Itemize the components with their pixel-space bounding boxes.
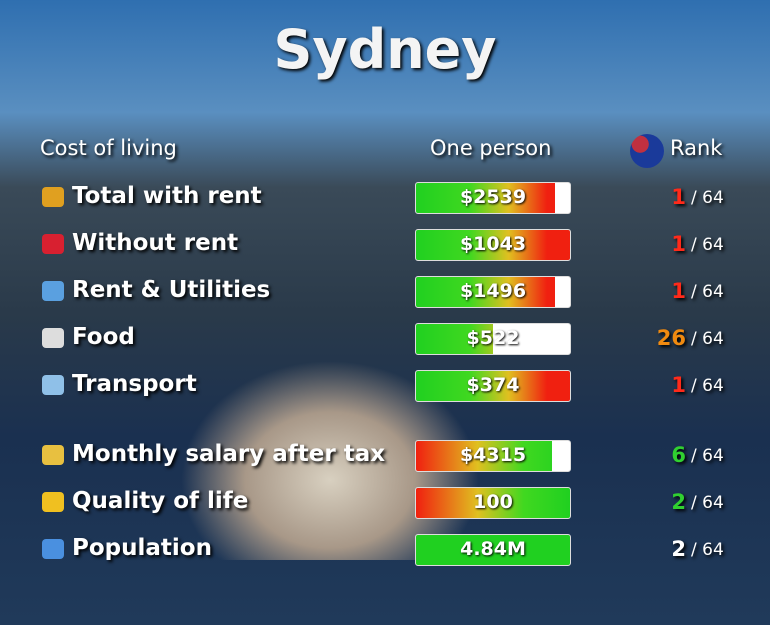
bar-fill bbox=[416, 371, 570, 401]
column-header: Cost of living bbox=[40, 136, 177, 160]
row-icon bbox=[42, 539, 64, 559]
rank-total: / 64 bbox=[691, 329, 724, 349]
rank: 1 bbox=[671, 185, 686, 209]
bar-track: $1496 bbox=[415, 276, 571, 308]
rank-total: / 64 bbox=[691, 540, 724, 560]
bar-fill bbox=[416, 324, 493, 354]
bar-fill bbox=[416, 277, 555, 307]
bar-track: $522 bbox=[415, 323, 571, 355]
row-label: Transport bbox=[72, 371, 197, 397]
bar-track: $1043 bbox=[415, 229, 571, 261]
row-label: Rent & Utilities bbox=[72, 277, 271, 303]
bar-fill bbox=[416, 535, 570, 565]
row-icon bbox=[42, 375, 64, 395]
rank-total: / 64 bbox=[691, 446, 724, 466]
bar-value: $1496 bbox=[459, 280, 527, 302]
bar-value: $522 bbox=[466, 327, 520, 349]
rank: 2 bbox=[671, 490, 686, 514]
bar-value: $1043 bbox=[459, 233, 527, 255]
rank-total: / 64 bbox=[691, 188, 724, 208]
row-label: Quality of life bbox=[72, 488, 249, 514]
rank: 2 bbox=[671, 537, 686, 561]
bar-track: 4.84M bbox=[415, 534, 571, 566]
bar-fill bbox=[416, 230, 570, 260]
row-icon bbox=[42, 187, 64, 207]
row-icon bbox=[42, 492, 64, 512]
rank: 26 bbox=[656, 326, 686, 350]
rank: 1 bbox=[671, 373, 686, 397]
column-header: One person bbox=[430, 136, 552, 160]
bar-fill bbox=[416, 441, 552, 471]
bar-fill bbox=[416, 183, 555, 213]
bar-track: 100 bbox=[415, 487, 571, 519]
bar-fill bbox=[416, 488, 570, 518]
row-icon bbox=[42, 234, 64, 254]
bar-value: $374 bbox=[466, 374, 520, 396]
rank: 1 bbox=[671, 279, 686, 303]
bar-value: $2539 bbox=[459, 186, 527, 208]
row-label: Food bbox=[72, 324, 135, 350]
title: Sydney bbox=[273, 18, 497, 81]
rank-total: / 64 bbox=[691, 235, 724, 255]
bar-value: 4.84M bbox=[460, 538, 526, 560]
bar-track: $2539 bbox=[415, 182, 571, 214]
flag-icon bbox=[630, 134, 664, 168]
row-label: Monthly salary after tax bbox=[72, 441, 386, 467]
row-icon bbox=[42, 328, 64, 348]
bar-track: $374 bbox=[415, 370, 571, 402]
rank-total: / 64 bbox=[691, 376, 724, 396]
bar-value: $4315 bbox=[459, 444, 527, 466]
column-header: Rank bbox=[670, 136, 723, 160]
rank: 6 bbox=[671, 443, 686, 467]
rank: 1 bbox=[671, 232, 686, 256]
row-icon bbox=[42, 445, 64, 465]
row-label: Total with rent bbox=[72, 183, 262, 209]
rank-total: / 64 bbox=[691, 282, 724, 302]
row-label: Population bbox=[72, 535, 212, 561]
row-icon bbox=[42, 281, 64, 301]
bar-value: 100 bbox=[473, 491, 513, 513]
row-label: Without rent bbox=[72, 230, 239, 256]
rank-total: / 64 bbox=[691, 493, 724, 513]
bar-track: $4315 bbox=[415, 440, 571, 472]
